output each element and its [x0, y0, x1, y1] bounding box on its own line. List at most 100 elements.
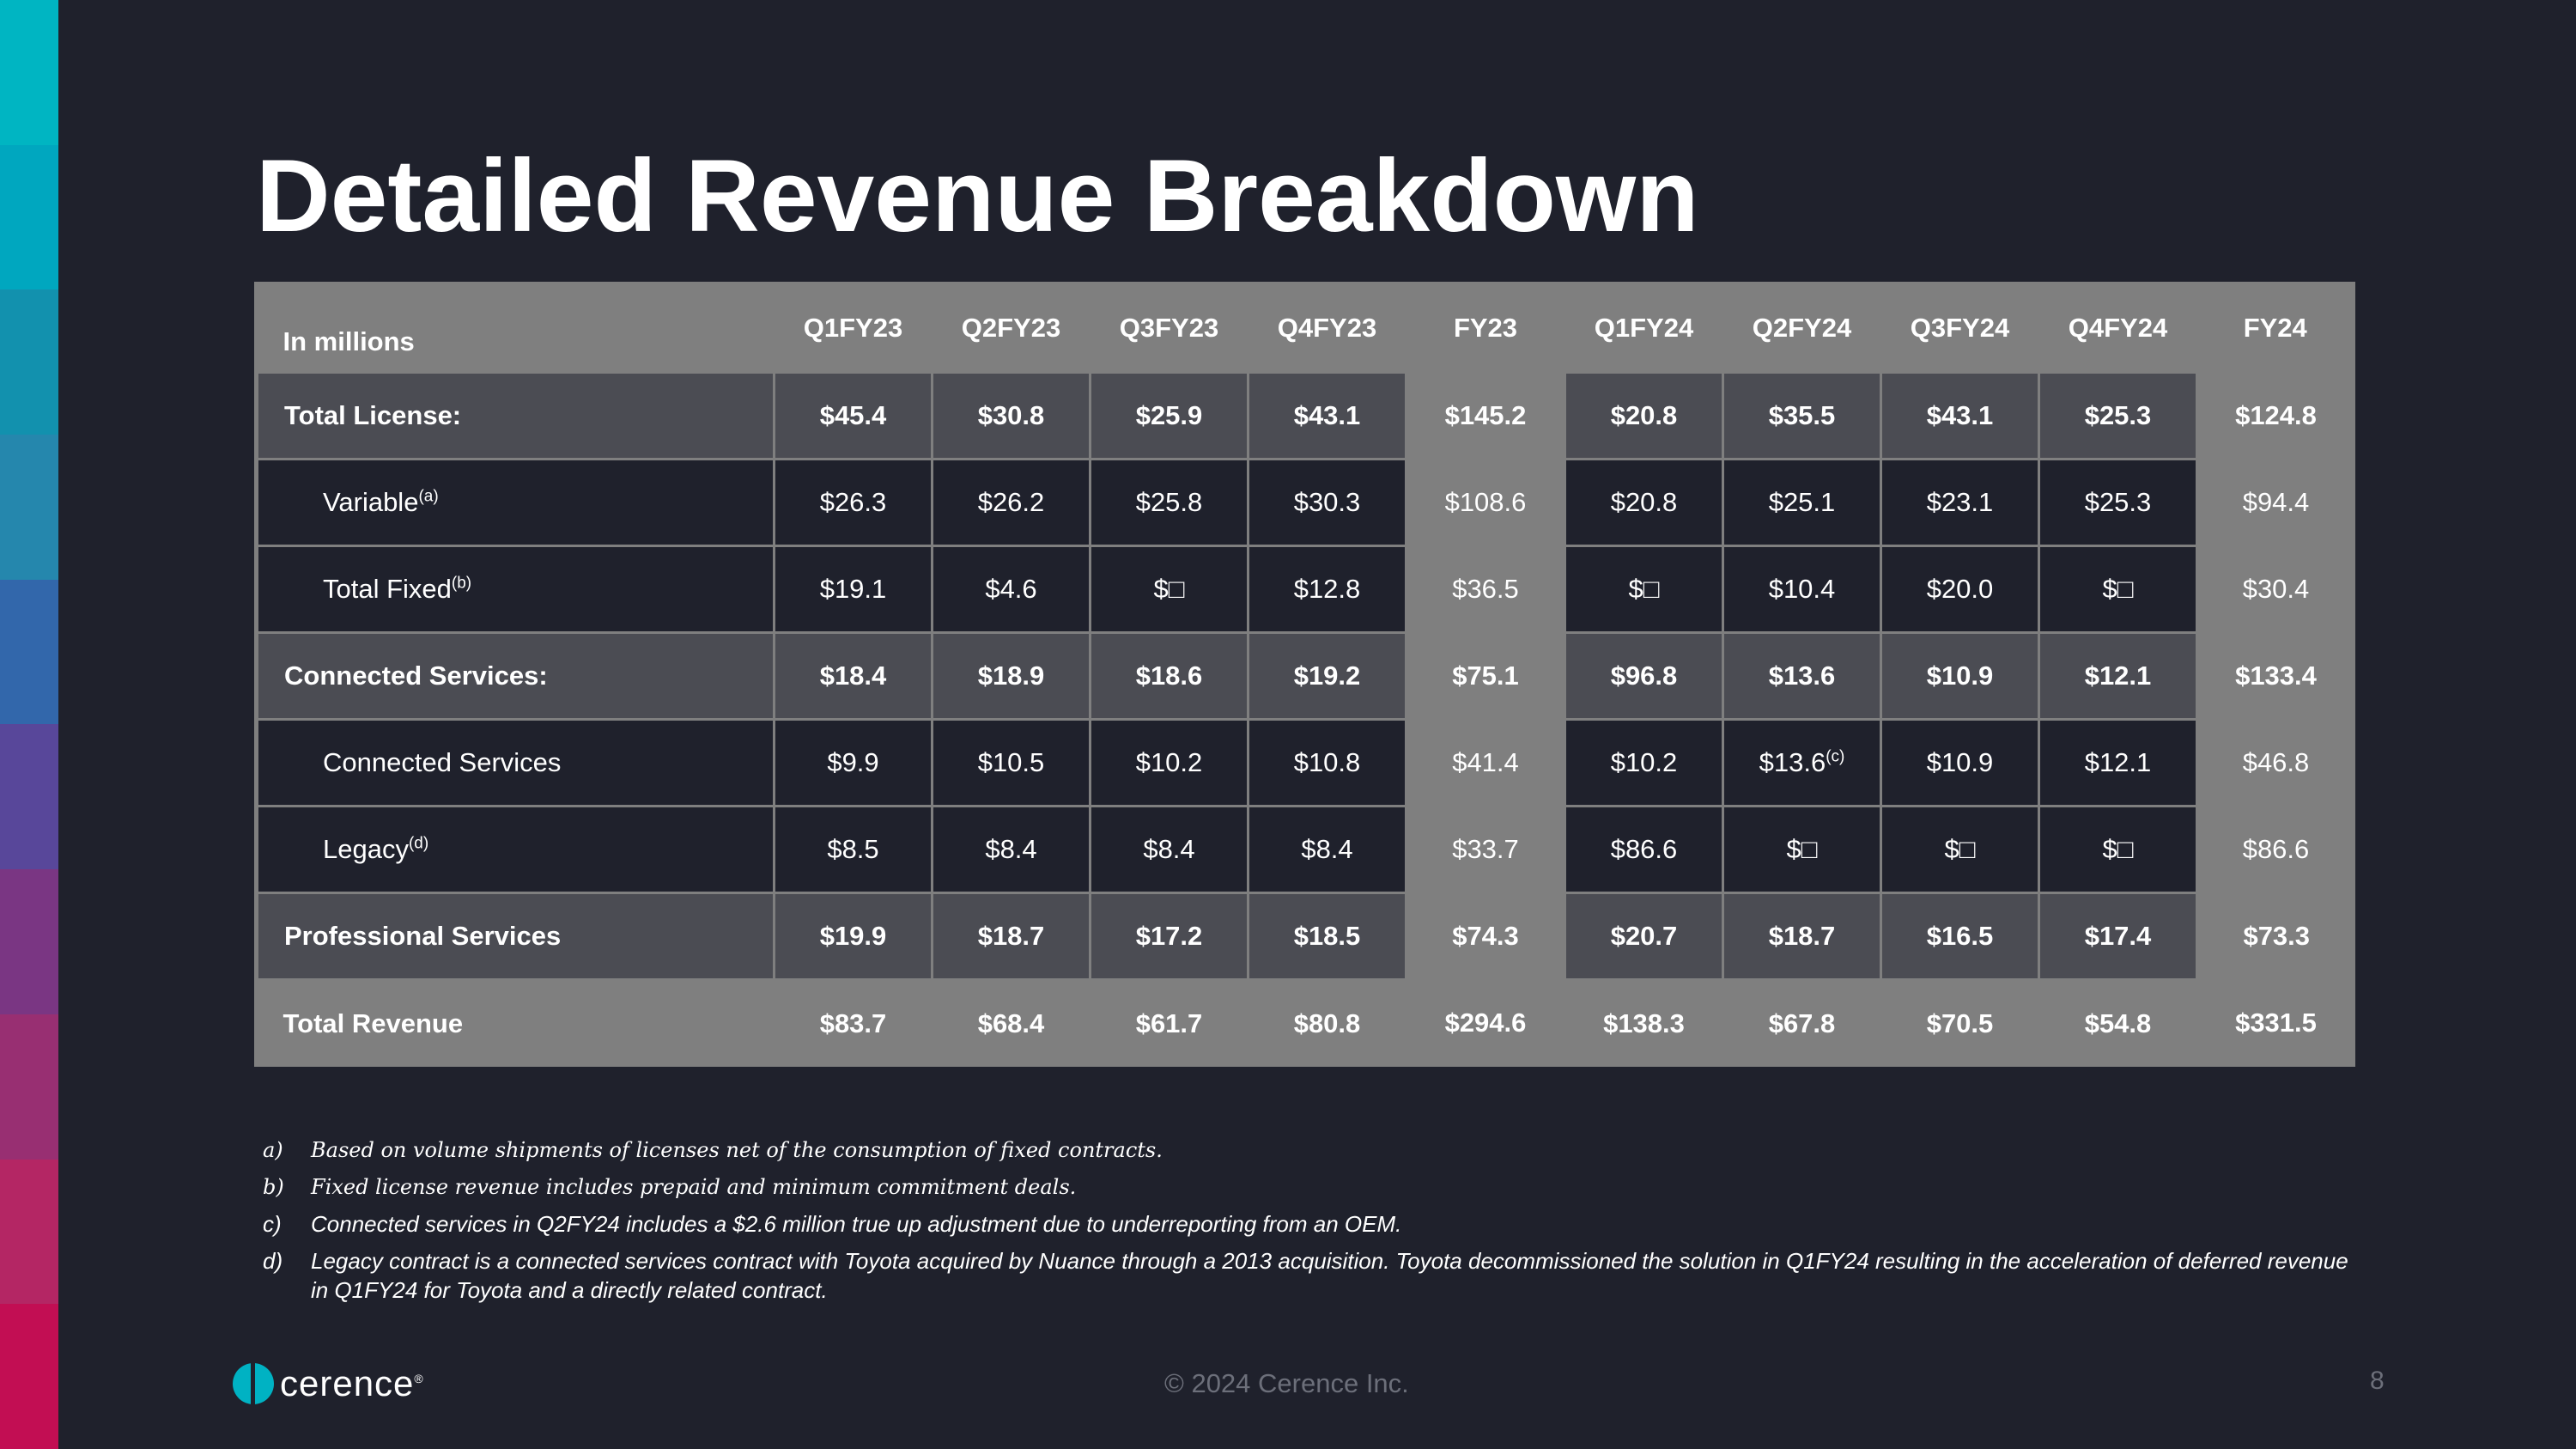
table-cell: $124.8 [2196, 372, 2355, 460]
footnote-ref: (a) [418, 487, 439, 506]
footnote-text: Legacy contract is a connected services … [311, 1248, 2348, 1303]
column-header: Q4FY24 [2068, 313, 2168, 343]
table-cell: $18.6 [1089, 631, 1249, 721]
table-cell: $4.6 [931, 545, 1091, 634]
table-row: Professional Services $19.9 $18.7 $17.2 … [256, 892, 2355, 981]
table-cell: $54.8 [2038, 979, 2197, 1067]
table-cell: $10.9 [1880, 718, 2040, 807]
table-cell: $□ [1089, 545, 1249, 634]
table-cell: $26.2 [931, 458, 1091, 547]
table-cell: $26.3 [773, 458, 933, 547]
footnote-marker: c) [263, 1211, 282, 1237]
table-row: Connected Services $9.9 $10.5 $10.2 $10.… [256, 718, 2355, 807]
footnote: d) Legacy contract is a connected servic… [263, 1246, 2358, 1305]
table-cell: $86.6 [1564, 805, 1724, 894]
table-cell: $10.9 [1880, 631, 2040, 721]
cerence-logo: cerence® [232, 1362, 424, 1405]
table-cell: $19.1 [773, 545, 933, 634]
row-label: Variable(a) [256, 458, 775, 547]
table-header-row: In millions Q1FY23 Q2FY23 Q3FY23 Q4FY23 … [258, 282, 2355, 373]
footnote: c) Connected services in Q2FY24 includes… [263, 1209, 2358, 1239]
table-cell: $10.8 [1247, 718, 1407, 807]
footnote-ref: (b) [451, 574, 472, 593]
column-header: Q3FY24 [1910, 313, 2010, 343]
header-label: In millions [283, 326, 415, 356]
column-header: Q4FY23 [1277, 313, 1377, 343]
logo-text: cerence® [280, 1363, 424, 1403]
column-header: Q1FY23 [803, 313, 903, 343]
table-cell: $9.9 [773, 718, 933, 807]
color-stripe [0, 0, 58, 1449]
copyright: © 2024 Cerence Inc. [1164, 1368, 1409, 1398]
table-cell: $□ [1880, 805, 2040, 894]
table-cell: $16.5 [1880, 892, 2040, 981]
revenue-table: In millions Q1FY23 Q2FY23 Q3FY23 Q4FY23 … [256, 282, 2356, 1067]
table-cell: $□ [1722, 805, 1882, 894]
table-cell: $18.4 [773, 631, 933, 721]
stripe-band [0, 289, 58, 435]
table-cell: $12.8 [1247, 545, 1407, 634]
table-cell: $83.7 [774, 979, 933, 1067]
table-cell: $25.9 [1089, 371, 1249, 460]
column-header: Q2FY24 [1752, 313, 1852, 343]
table-cell: $18.7 [931, 892, 1091, 981]
table-cell: $30.4 [2196, 545, 2355, 633]
footnote-marker: a) [263, 1138, 283, 1162]
table-cell: $75.1 [1406, 632, 1565, 720]
stripe-band [0, 579, 58, 725]
stripe-band [0, 1159, 58, 1305]
table-cell: $23.1 [1880, 458, 2040, 547]
table-cell: $18.9 [931, 631, 1091, 721]
table-cell: $331.5 [2196, 979, 2355, 1067]
column-header: Q3FY23 [1119, 313, 1219, 343]
table-cell: $20.0 [1880, 545, 2040, 634]
table-cell: $25.3 [2038, 458, 2198, 547]
table-cell: $30.3 [1247, 458, 1407, 547]
table-cell: $70.5 [1880, 979, 2039, 1067]
table-cell: $86.6 [2196, 806, 2355, 893]
table-cell: $80.8 [1248, 979, 1406, 1067]
table-cell: $8.4 [1089, 805, 1249, 894]
table-cell: $33.7 [1406, 806, 1565, 893]
table-cell: $145.2 [1406, 372, 1565, 460]
table-cell: $30.8 [931, 371, 1091, 460]
column-header: Q2FY23 [961, 313, 1061, 343]
footnote-ref: (c) [1826, 747, 1845, 766]
footnote: a) Based on volume shipments of licenses… [263, 1135, 2358, 1165]
table-cell: $17.4 [2038, 892, 2198, 981]
row-label: Total License: [256, 371, 775, 460]
table-cell: $96.8 [1564, 631, 1724, 721]
table-cell: $19.9 [773, 892, 933, 981]
table-row: Total Fixed(b) $19.1 $4.6 $□ $12.8 $36.5… [256, 545, 2355, 634]
table-cell: $25.1 [1722, 458, 1882, 547]
page-number: 8 [2370, 1367, 2385, 1395]
table-cell: $20.8 [1564, 371, 1724, 460]
stripe-band [0, 869, 58, 1014]
table-cell: $10.2 [1564, 718, 1724, 807]
stripe-band [0, 0, 58, 145]
page-title: Detailed Revenue Breakdown [256, 138, 1699, 253]
revenue-table-frame: In millions Q1FY23 Q2FY23 Q3FY23 Q4FY23 … [254, 282, 2355, 1067]
table-cell: $13.6 [1722, 631, 1882, 721]
table-cell: $8.5 [773, 805, 933, 894]
table-cell: $17.2 [1089, 892, 1249, 981]
table-cell: $12.1 [2038, 718, 2198, 807]
table-row: Variable(a) $26.3 $26.2 $25.8 $30.3 $108… [256, 458, 2355, 547]
table-cell: $13.6(c) [1722, 718, 1882, 807]
footnote-text: Connected services in Q2FY24 includes a … [311, 1211, 1402, 1237]
footnotes: a) Based on volume shipments of licenses… [263, 1135, 2358, 1312]
table-cell: $73.3 [2196, 892, 2355, 980]
table-cell: $133.4 [2196, 632, 2355, 720]
footnote-ref: (d) [408, 834, 429, 853]
footnote: b) Fixed license revenue includes prepai… [263, 1172, 2358, 1202]
table-cell: $43.1 [1247, 371, 1407, 460]
table-cell: $10.2 [1089, 718, 1249, 807]
table-cell: $294.6 [1406, 979, 1565, 1067]
table-row: Connected Services: $18.4 $18.9 $18.6 $1… [256, 631, 2355, 721]
table-cell: $18.5 [1247, 892, 1407, 981]
table-cell: $□ [1564, 545, 1724, 634]
footnote-marker: d) [263, 1248, 283, 1274]
table-cell: $8.4 [931, 805, 1091, 894]
table-cell: $138.3 [1564, 979, 1723, 1067]
row-label: Legacy(d) [256, 805, 775, 894]
